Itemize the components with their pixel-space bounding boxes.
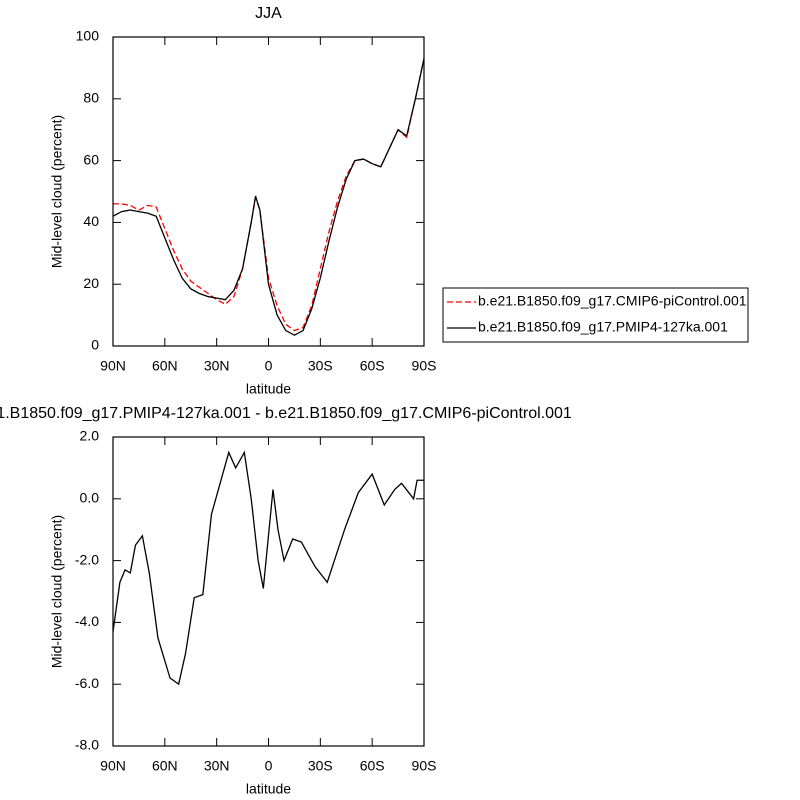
x-tick-label: 0 bbox=[265, 358, 273, 374]
y-tick-label: 20 bbox=[83, 275, 99, 291]
y-tick-label: 0.0 bbox=[80, 490, 100, 506]
x-tick-label: 90N bbox=[100, 358, 126, 374]
legend-box bbox=[442, 287, 749, 343]
y-tick-label: 60 bbox=[83, 151, 99, 167]
data-line bbox=[112, 450, 424, 686]
x-tick-label: 90S bbox=[412, 358, 437, 374]
chart-title: b.e21.B1850.f09_g17.PMIP4-127ka.001 - b.… bbox=[0, 405, 572, 422]
data-line bbox=[113, 58, 425, 332]
x-tick-label: 30N bbox=[204, 358, 230, 374]
y-axis-label: Mid-level cloud (percent) bbox=[49, 115, 65, 268]
x-tick-label: 30S bbox=[308, 358, 333, 374]
data-line bbox=[112, 58, 425, 336]
plot-frame bbox=[112, 436, 425, 747]
y-tick-label: -6.0 bbox=[75, 675, 99, 691]
chart-title: JJA bbox=[255, 5, 282, 22]
x-tick-label: 30S bbox=[308, 758, 333, 774]
x-axis-label: latitude bbox=[246, 381, 291, 397]
x-tick-label: 60N bbox=[152, 758, 178, 774]
y-tick-label: 2.0 bbox=[80, 428, 100, 444]
y-axis-label: Mid-level cloud (percent) bbox=[49, 515, 65, 668]
x-tick-label: 0 bbox=[265, 758, 273, 774]
x-tick-label: 90S bbox=[412, 758, 437, 774]
legend-label: b.e21.B1850.f09_g17.CMIP6-piControl.001 bbox=[478, 293, 747, 309]
y-tick-label: -8.0 bbox=[75, 737, 99, 753]
y-tick-label: 40 bbox=[83, 213, 99, 229]
legend-label: b.e21.B1850.f09_g17.PMIP4-127ka.001 bbox=[478, 319, 728, 335]
x-tick-label: 60N bbox=[152, 358, 178, 374]
y-tick-label: 80 bbox=[83, 90, 99, 106]
x-axis-label: latitude bbox=[246, 781, 291, 797]
y-tick-label: 0 bbox=[91, 337, 99, 353]
x-tick-label: 60S bbox=[360, 758, 385, 774]
y-tick-label: -2.0 bbox=[75, 551, 99, 567]
plot-frame bbox=[112, 36, 425, 347]
x-tick-label: 60S bbox=[360, 358, 385, 374]
x-tick-label: 90N bbox=[100, 758, 126, 774]
y-tick-label: -4.0 bbox=[75, 613, 99, 629]
x-tick-label: 30N bbox=[204, 758, 230, 774]
y-tick-label: 100 bbox=[76, 28, 100, 44]
